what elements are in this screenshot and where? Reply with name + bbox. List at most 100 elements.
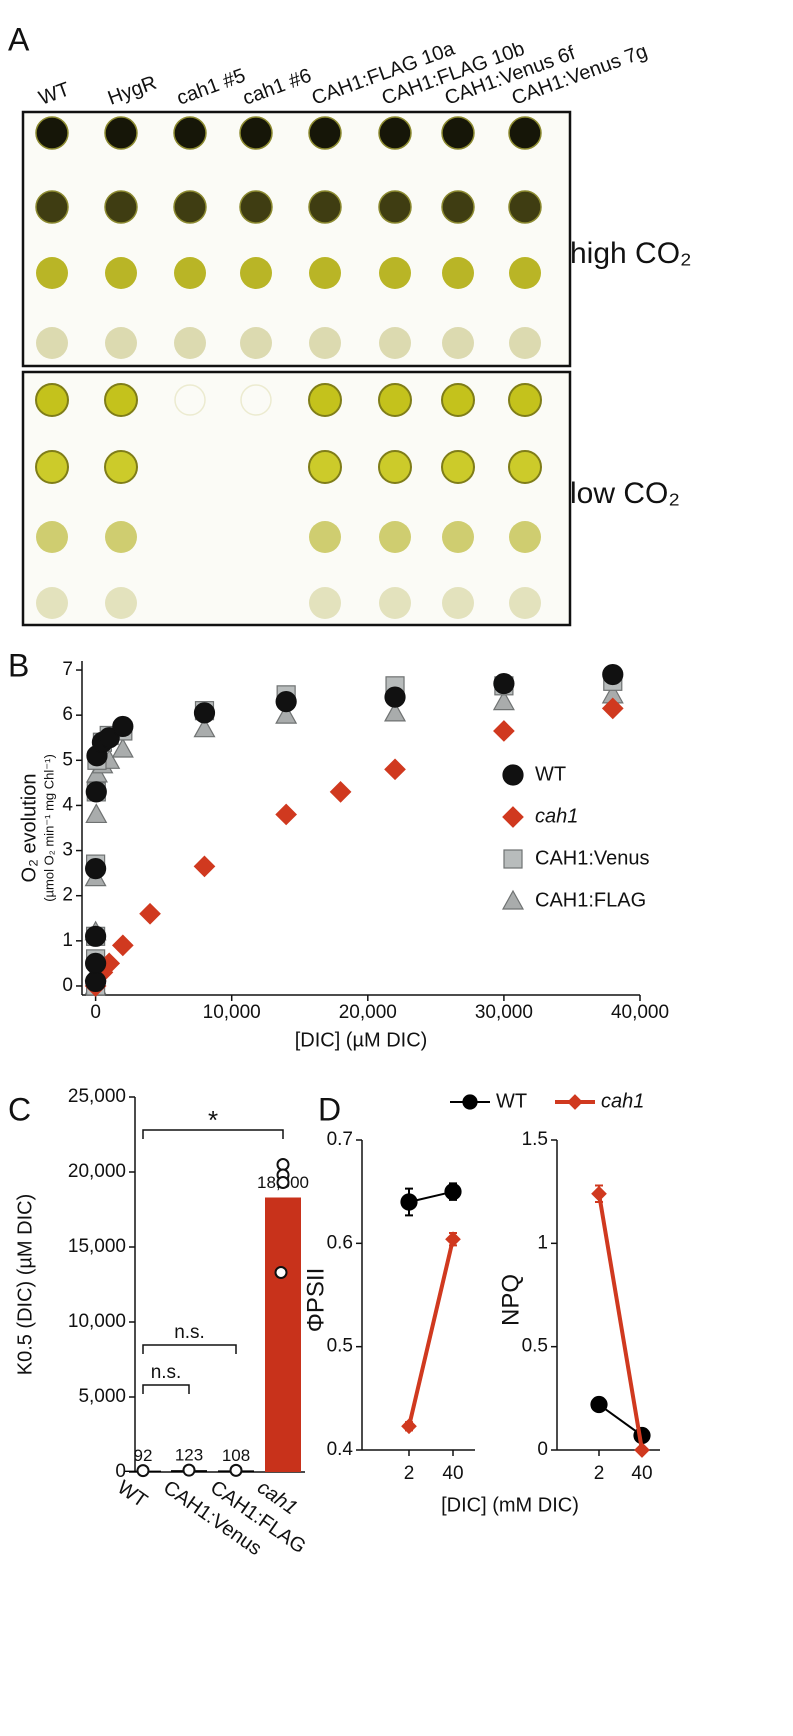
spot: [309, 257, 341, 289]
spot: [36, 587, 68, 619]
replicate-point: [276, 1176, 290, 1189]
marker: [111, 934, 134, 957]
x-tick-label: 40: [442, 1463, 463, 1484]
legend-label: CAH1:FLAG: [535, 889, 646, 911]
spot: [240, 384, 272, 416]
condition-label: high CO₂: [570, 237, 692, 270]
spot: [442, 327, 474, 359]
panel-label: B: [8, 647, 29, 683]
y-tick-label: 3: [62, 840, 73, 861]
y-tick-label: 5,000: [78, 1386, 126, 1407]
spot: [379, 587, 411, 619]
y-tick-label: 0: [115, 1461, 126, 1482]
marker: [384, 758, 406, 781]
bar: [265, 1197, 301, 1472]
spot: [104, 116, 138, 150]
spot: [105, 587, 137, 619]
spot: [379, 521, 411, 553]
spot: [441, 116, 475, 150]
spot: [35, 450, 69, 484]
marker: [98, 727, 120, 749]
y-tick-label: 20,000: [68, 1161, 126, 1182]
replicate-point: [182, 1463, 196, 1477]
marker: [85, 781, 107, 803]
x-tick-label: 20,000: [339, 1002, 397, 1023]
marker: [602, 663, 624, 686]
y-tick-label: 15,000: [68, 1236, 126, 1257]
spot: [508, 383, 542, 417]
spot: [441, 383, 475, 417]
y-tick-label: 0.5: [522, 1336, 548, 1357]
marker: [275, 803, 297, 826]
spot: [309, 327, 341, 359]
significance-label: n.s.: [151, 1362, 182, 1383]
spot: [378, 116, 412, 150]
series-line: [407, 1238, 455, 1427]
y-tick-label: 7: [62, 659, 73, 680]
y-tick-label: 1: [537, 1232, 548, 1253]
marker: [445, 1231, 461, 1248]
spot: [36, 521, 68, 553]
y-tick-label: 1: [62, 930, 73, 951]
y-tick-label: 6: [62, 704, 73, 725]
condition-label: low CO₂: [570, 477, 680, 510]
replicate-point: [229, 1463, 243, 1477]
legend-marker: [462, 1094, 478, 1110]
spot: [308, 383, 342, 417]
legend-marker: [567, 1094, 583, 1110]
plate-low: [21, 370, 572, 627]
marker: [329, 781, 352, 803]
spot: [508, 450, 542, 484]
marker: [112, 715, 134, 738]
legend-label: cah1: [601, 1090, 644, 1112]
marker: [634, 1442, 650, 1458]
value-label: 92: [134, 1446, 153, 1465]
significance-bracket: [142, 1344, 237, 1354]
panel-label: A: [8, 21, 30, 57]
y-tick-label: 0: [537, 1439, 548, 1460]
spot: [442, 257, 474, 289]
spot: [104, 190, 138, 224]
y-axis-label: O₂ evolution: [18, 774, 40, 883]
legend-label: WT: [535, 763, 566, 785]
y-tick-label: 2: [62, 885, 73, 906]
marker: [111, 737, 134, 758]
legend-marker: [501, 889, 525, 910]
legend-label: CAH1:Venus: [535, 847, 650, 869]
spot: [308, 116, 342, 150]
spot: [239, 190, 273, 224]
spot: [509, 521, 541, 553]
y-tick-label: 0.4: [327, 1439, 354, 1460]
y-axis-label: NPQ: [497, 1274, 524, 1326]
spot: [308, 190, 342, 224]
legend-marker: [502, 764, 524, 786]
y-tick-label: 0.7: [327, 1129, 353, 1150]
spot: [309, 587, 341, 619]
replicate-point: [274, 1266, 288, 1279]
legend-marker: [502, 806, 524, 828]
marker: [493, 720, 515, 742]
spot: [509, 327, 541, 359]
marker: [193, 717, 216, 738]
significance-label: *: [208, 1105, 218, 1135]
spot: [35, 116, 69, 150]
series-line: [597, 1193, 644, 1451]
spot: [508, 190, 542, 224]
spot: [239, 116, 273, 150]
spot: [36, 257, 68, 289]
legend-label: WT: [496, 1090, 527, 1112]
legend-label: cah1: [535, 805, 578, 827]
marker: [85, 952, 107, 975]
spot: [174, 327, 206, 359]
value-label: 123: [175, 1446, 203, 1465]
marker: [275, 703, 298, 724]
y-tick-label: 0.6: [327, 1232, 353, 1253]
marker: [85, 925, 107, 947]
marker: [384, 686, 406, 708]
marker: [493, 672, 515, 695]
spot: [105, 521, 137, 553]
spot: [173, 116, 207, 150]
marker: [492, 690, 515, 711]
x-tick-label: 10,000: [203, 1002, 261, 1023]
